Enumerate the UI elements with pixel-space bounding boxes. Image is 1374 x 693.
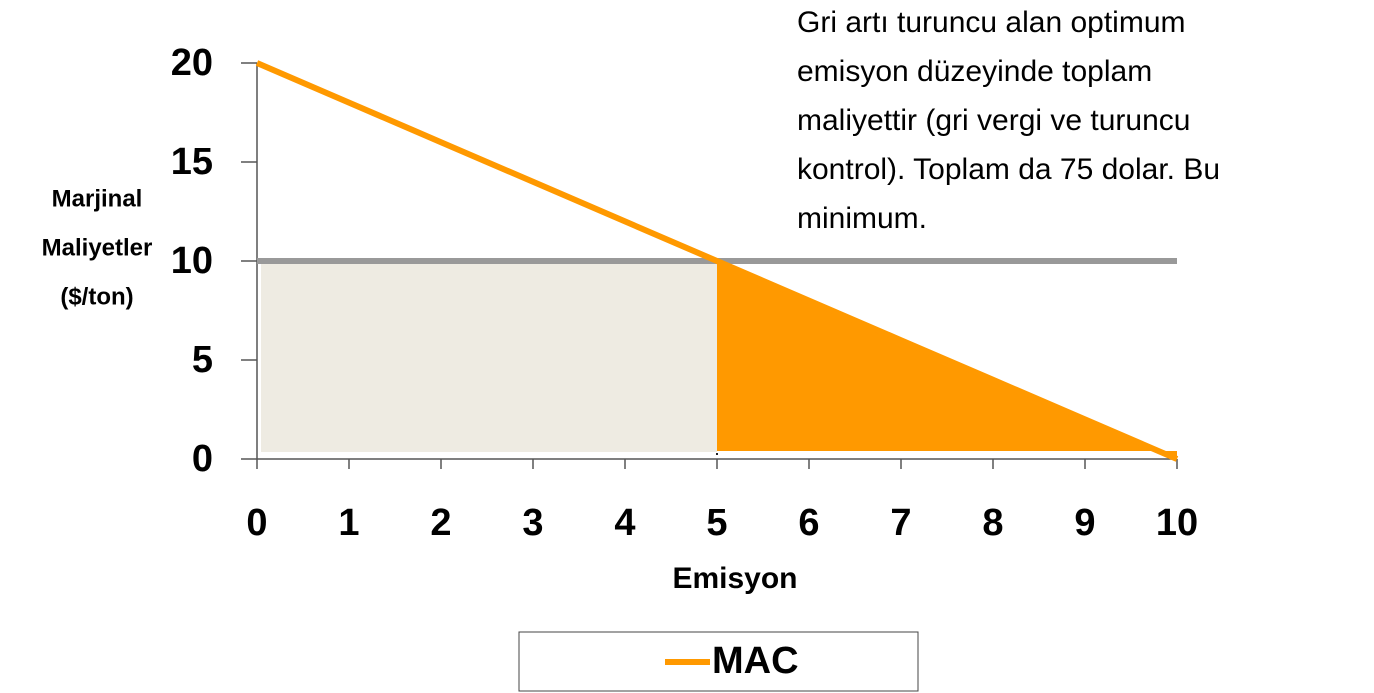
annotation: maliyettir (gri vergi ve turuncu [797, 104, 1190, 137]
x-axis-label: Emisyon [672, 562, 797, 595]
x-tick-label: 2 [430, 502, 451, 544]
y-tick-label: 10 [171, 240, 213, 282]
annotation: emisyon düzeyinde toplam [797, 55, 1152, 88]
annotation: minimum. [797, 202, 927, 235]
annotation: kontrol). Toplam da 75 dolar. Bu [797, 153, 1220, 186]
y-tick-label: 15 [171, 141, 213, 183]
tax-area [261, 264, 717, 452]
x-tick-label: 9 [1074, 502, 1095, 544]
legend-label: MAC [712, 640, 799, 682]
x-tick-label: 6 [798, 502, 819, 544]
x-tick-label: 8 [982, 502, 1003, 544]
y-tick-label: 20 [171, 42, 213, 84]
y-tick-label: 5 [192, 339, 213, 381]
x-tick-label: 0 [246, 502, 267, 544]
x-tick-label: 7 [890, 502, 911, 544]
y-axis-label: Marjinal [52, 185, 143, 212]
y-tick-label: 0 [192, 438, 213, 480]
x-tick-label: 5 [706, 502, 727, 544]
annotation: Gri artı turuncu alan optimum [797, 6, 1186, 39]
x-tick-label: 1 [338, 502, 359, 544]
y-axis-label: ($/ton) [60, 283, 133, 310]
y-axis-label: Maliyetler [42, 234, 153, 261]
x-tick-label: 4 [614, 502, 635, 544]
x-tick-label: 10 [1156, 502, 1198, 544]
x-tick-label: 3 [522, 502, 543, 544]
mac-line [255, 60, 1179, 462]
legend-box [518, 631, 919, 692]
